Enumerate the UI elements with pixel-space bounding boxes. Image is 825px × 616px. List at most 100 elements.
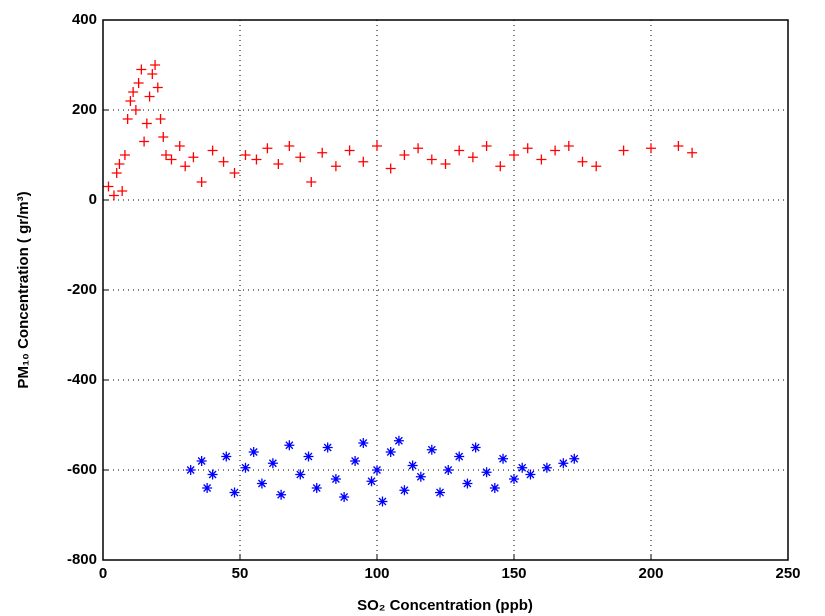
scatter-point [366,476,377,487]
scatter-point [150,60,161,70]
scatter-point [687,147,698,158]
scatter-point [498,453,509,464]
scatter-point [618,145,629,156]
scatter-point [158,132,169,142]
scatter-point [202,483,213,493]
x-tick-label: 200 [638,565,663,582]
scatter-point [317,147,328,158]
scatter-point [221,451,232,462]
scatter-point [311,483,322,493]
scatter-point [284,141,295,151]
scatter-point [174,141,185,151]
x-tick-label: 0 [99,565,107,582]
scatter-point [180,161,191,172]
scatter-point [372,141,382,151]
scatter-point [393,435,404,446]
scatter-point [330,161,341,172]
scatter-point [303,451,314,462]
scatter-point [522,143,533,154]
scatter-point [385,447,396,457]
scatter-point [495,161,506,172]
scatter-point [541,462,552,473]
scatter-point [114,159,125,169]
scatter-point [426,444,437,455]
scatter-point [426,154,437,165]
scatter-point [130,105,141,115]
y-tick-label: 200 [72,101,97,118]
scatter-point [141,118,152,129]
scatter-point [470,442,481,453]
scatter-point [673,141,684,151]
scatter-point [577,156,588,167]
scatter-point [509,474,519,484]
scatter-point [435,487,446,498]
x-tick-label: 50 [232,565,249,582]
scatter-point [267,458,278,469]
scatter-point [207,145,218,156]
scatter-point [454,145,465,156]
scatter-point [443,465,454,475]
y-axis-label: PM₁₀ Concentration ( gr/m³) [15,191,32,388]
scatter-point [117,186,128,196]
scatter-point [536,154,547,165]
scatter-point [262,143,273,154]
scatter-point [273,159,284,169]
scatter-point [185,465,196,475]
scatter-point [344,145,355,156]
scatter-point [399,150,410,160]
scatter-point [339,492,350,502]
scatter-point [196,456,207,466]
scatter-point [372,465,382,475]
y-tick-label: 400 [72,11,97,28]
scatter-point [467,152,478,163]
scatter-point [462,478,473,489]
scatter-point [125,96,136,106]
scatter-point [240,462,251,473]
plot-frame [102,19,789,561]
scatter-point [144,91,155,102]
scatter-point [103,181,114,192]
scatter-point [152,82,163,93]
scatter-point [489,483,500,493]
scatter-point [229,487,240,498]
scatter-point [481,141,492,151]
scatter-point [591,161,602,172]
scatter-point [322,442,333,453]
scatter-point [481,467,492,478]
scatter-point [119,150,130,160]
scatter-point [399,485,410,496]
x-axis-label: SO₂ Concentration (ppb) [357,597,533,614]
scatter-point [509,150,519,160]
y-tick-label: 0 [89,191,97,208]
scatter-point [415,471,426,482]
scatter-point [295,469,306,480]
scatter-point [407,460,418,471]
scatter-point [166,154,177,165]
y-tick-label: -600 [67,461,97,478]
scatter-point [413,143,424,154]
scatter-point [207,469,218,480]
y-tick-label: -400 [67,371,97,388]
scatter-point [517,462,528,473]
scatter-point [139,136,150,147]
scatter-point [550,145,561,156]
y-tick-label: -800 [67,551,97,568]
scatter-point [563,141,574,151]
scatter-point [155,114,166,124]
y-tick-label: -200 [67,281,97,298]
scatter-point [108,190,119,201]
scatter-point [161,150,172,160]
scatter-point [133,78,144,88]
scatter-point [295,152,306,163]
scatter-point [196,177,207,187]
x-tick-label: 100 [364,565,389,582]
scatter-point [558,458,569,469]
scatter-point [111,168,122,178]
scatter-point [240,150,251,160]
scatter-point [188,152,199,163]
x-tick-label: 150 [501,565,526,582]
scatter-point [440,159,451,169]
scatter-point [284,440,295,451]
